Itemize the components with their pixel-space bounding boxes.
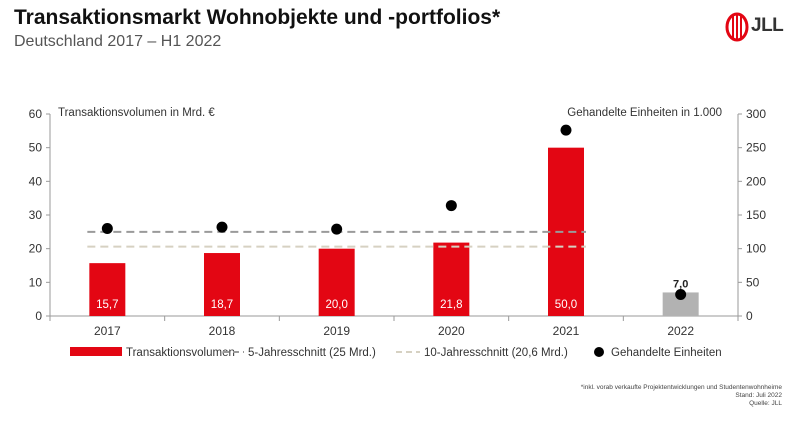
footnote-block: *inkl. vorab verkaufte Projektentwicklun… — [581, 384, 782, 408]
legend-label-units: Gehandelte Einheiten — [611, 347, 722, 359]
y-tick-label-right: 200 — [746, 174, 766, 188]
y-tick-label-right: 50 — [746, 275, 760, 289]
dot-2020 — [445, 200, 457, 212]
jll-logo: JLL — [725, 12, 795, 42]
bar-2021 — [548, 147, 584, 316]
x-tick-label: 2019 — [323, 324, 350, 338]
y-tick-label-left: 10 — [29, 275, 43, 289]
legend-label-avg5: 5-Jahresschnitt (25 Mrd.) — [248, 347, 376, 359]
bar-value-label: 20,0 — [325, 299, 347, 311]
y-tick-label-left: 60 — [29, 107, 43, 121]
dot-2021 — [560, 124, 572, 136]
y-axis-title-left: Transaktionsvolumen in Mrd. € — [58, 107, 215, 119]
bar-2017 — [89, 263, 126, 316]
y-tick-label-left: 30 — [29, 208, 43, 222]
y-tick-label-left: 0 — [35, 309, 42, 323]
bar-value-label: 21,8 — [440, 299, 462, 311]
y-tick-label-right: 250 — [746, 141, 766, 155]
x-tick-label: 2022 — [667, 324, 694, 338]
chart-canvas: 0 10 20 30 40 50 60 0 50 100 150 200 250 300 2017 2018 2… — [29, 107, 767, 359]
footnote-note: *inkl. vorab verkaufte Projektentwicklun… — [580, 384, 782, 391]
bar-2018 — [204, 253, 240, 316]
logo-text: JLL — [751, 15, 784, 36]
bar-value-label: 7,0 — [673, 278, 688, 290]
dot-2017 — [101, 222, 113, 234]
x-tick-label: 2020 — [438, 324, 465, 338]
dot-2019 — [331, 223, 343, 235]
y-axis-title-right: Gehandelte Einheiten in 1.000 — [567, 107, 722, 119]
legend-swatch-units — [594, 347, 604, 357]
chart-subtitle: Deutschland 2017 – H1 2022 — [14, 33, 222, 50]
bar-value-label: 18,7 — [211, 299, 233, 311]
x-tick-label: 2017 — [94, 324, 121, 338]
jll-emblem-icon — [725, 12, 749, 42]
bar-2019 — [318, 248, 355, 316]
y-tick-label-right: 300 — [746, 107, 766, 121]
legend-swatch-volume — [70, 347, 122, 356]
x-tick-label: 2021 — [553, 324, 580, 338]
y-tick-label-left: 40 — [29, 174, 43, 188]
bar-value-label: 15,7 — [96, 299, 118, 311]
y-tick-label-left: 50 — [29, 141, 43, 155]
y-tick-label-right: 0 — [746, 309, 753, 323]
dot-2022 — [675, 288, 687, 300]
y-tick-label-left: 20 — [29, 242, 43, 256]
chart-title: Transaktionsmarkt Wohnobjekte und -portf… — [14, 6, 501, 29]
bar-2020 — [433, 242, 470, 316]
legend-label-volume: Transaktionsvolumen — [126, 347, 235, 359]
footnote-source: Quelle: JLL — [749, 400, 782, 407]
legend-label-avg10: 10-Jahresschnitt (20,6 Mrd.) — [424, 347, 568, 359]
x-tick-label: 2018 — [209, 324, 236, 338]
bar-2022 — [662, 292, 699, 316]
dot-2018 — [216, 221, 228, 233]
bar-value-label: 50,0 — [555, 299, 577, 311]
footnote-date: Stand: Juli 2022 — [735, 392, 782, 399]
y-tick-label-right: 150 — [746, 208, 766, 222]
y-tick-label-right: 100 — [746, 242, 766, 256]
